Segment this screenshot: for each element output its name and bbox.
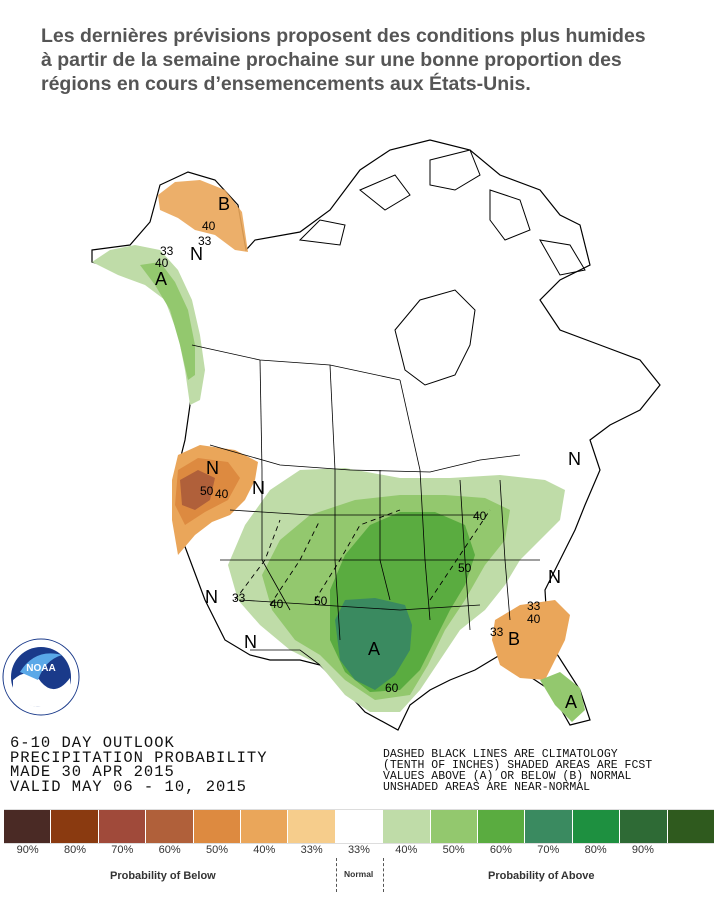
- zone-label: 50: [200, 484, 214, 498]
- normal-divider: [383, 858, 384, 892]
- legend-colorbar: [4, 809, 715, 844]
- legend-swatch-label: 40%: [395, 844, 418, 856]
- legend-swatch-label: 50%: [442, 844, 465, 856]
- category-letters: B N A N N N A N N B N A: [155, 194, 581, 712]
- note-line: DASHED BLACK LINES ARE CLIMATOLOGY: [383, 748, 618, 761]
- zone-label: 50: [314, 594, 328, 608]
- outlook-line: MADE 30 APR 2015: [10, 763, 175, 781]
- legend-swatch-label: 90%: [16, 844, 39, 856]
- noaa-logo: NOAA: [2, 638, 80, 716]
- zone-label: 50: [458, 561, 472, 575]
- legend-swatch-label: 70%: [537, 844, 560, 856]
- zone-label: 40: [202, 219, 216, 233]
- headline-line: Les dernières prévisions proposent des c…: [41, 25, 646, 47]
- legend-swatch-label: 60%: [489, 844, 512, 856]
- legend-swatch: [241, 810, 289, 843]
- category-letter: N: [190, 244, 203, 264]
- above-zone-alaska: [92, 245, 205, 405]
- legend-swatch: [667, 810, 715, 843]
- zone-label: 33: [527, 599, 541, 613]
- legend-swatch: [572, 810, 621, 843]
- zone-label: 40: [527, 612, 541, 626]
- legend-swatch: [98, 810, 147, 843]
- legend-swatch-label: 60%: [158, 844, 181, 856]
- above-zone-alaska-inner: [140, 262, 195, 380]
- outlook-line: VALID MAY 06 - 10, 2015: [10, 777, 247, 796]
- above-zone-florida: [540, 672, 585, 722]
- below-zone-southeast: [492, 600, 570, 680]
- legend-swatch-label: 33%: [300, 844, 323, 856]
- category-letter: N: [568, 449, 581, 469]
- legend-swatch-label: 70%: [111, 844, 134, 856]
- headline-line: régions en cours d’ensemencements aux Ét…: [41, 73, 531, 95]
- outlook-line: 6-10 DAY OUTLOOK: [10, 734, 175, 752]
- zone-label: 40: [270, 597, 284, 611]
- category-letter: A: [155, 269, 167, 289]
- above-zone-conus-70: [335, 598, 412, 690]
- zone-label: 33: [490, 625, 504, 639]
- legend-swatch: [430, 810, 479, 843]
- legend-swatch: [335, 810, 384, 843]
- below-zone-west-core: [180, 470, 215, 510]
- arctic-islands: [298, 149, 586, 276]
- category-letter: B: [508, 629, 520, 649]
- zone-label: 40: [473, 509, 487, 523]
- zone-label: 33: [198, 234, 212, 248]
- headline: Les dernières prévisions proposent des c…: [41, 24, 706, 96]
- below-zone-alaska: [158, 180, 248, 252]
- zone-label: 33: [160, 244, 174, 258]
- category-letter: N: [548, 567, 561, 587]
- legend-swatch: [193, 810, 242, 843]
- category-letter: N: [252, 478, 265, 498]
- legend-swatch-label: 40%: [253, 844, 276, 856]
- zone-label: 40: [155, 256, 169, 270]
- political-boundaries: [191, 344, 540, 666]
- category-letter: N: [244, 632, 257, 652]
- legend-swatch-label: 80%: [584, 844, 607, 856]
- category-letter: N: [206, 458, 219, 478]
- category-letter: B: [218, 194, 230, 214]
- category-letter: A: [565, 692, 577, 712]
- legend-swatch-label: [667, 844, 714, 856]
- zone-label: 60: [385, 681, 399, 695]
- legend-below-caption: Probability of Below: [110, 870, 216, 882]
- legend-swatch-label: 33%: [347, 844, 370, 856]
- headline-line: à partir de la semaine prochaine sur une…: [41, 49, 622, 71]
- climatology-lines: [234, 509, 491, 606]
- legend-swatch: [478, 810, 526, 843]
- precipitation-outlook-map: 40 33 33 40 50 40 33 40 50 40 50 60 33 4…: [2, 139, 661, 731]
- legend-swatch-label: 80%: [63, 844, 86, 856]
- normal-divider: [336, 858, 337, 892]
- note-line: (TENTH OF INCHES) SHADED AREAS ARE FCST: [383, 759, 653, 772]
- outlook-info: 6-10 DAY OUTLOOK PRECIPITATION PROBABILI…: [10, 736, 268, 794]
- zone-label: 33: [232, 591, 246, 605]
- noaa-logo-text: NOAA: [26, 663, 55, 674]
- legend-swatch-label: 90%: [631, 844, 654, 856]
- hudson-bay: [394, 289, 476, 386]
- legend-swatch: [4, 810, 52, 843]
- legend-swatch: [383, 810, 431, 843]
- note-line: VALUES ABOVE (A) OR BELOW (B) NORMAL: [383, 770, 632, 783]
- legend-swatch: [51, 810, 99, 843]
- zone-labels: 40 33 33 40 50 40 33 40 50 40 50 60 33 4…: [155, 219, 541, 695]
- legend-labels: 90% 80% 70% 60% 50% 40% 33% 33% 40% 50% 60% 70% 80% 9…: [4, 844, 714, 856]
- category-letter: A: [368, 639, 380, 659]
- category-letter: N: [205, 587, 218, 607]
- legend-normal-caption: Normal: [344, 869, 374, 879]
- legend-swatch: [146, 810, 194, 843]
- map-notes: DASHED BLACK LINES ARE CLIMATOLOGY (TENT…: [383, 748, 653, 794]
- noaa-bird-icon: [20, 653, 62, 680]
- legend-swatch: [525, 810, 573, 843]
- note-line: UNSHADED AREAS ARE NEAR-NORMAL: [383, 781, 591, 794]
- zone-label: 40: [215, 487, 229, 501]
- legend-above-caption: Probability of Above: [488, 870, 595, 882]
- legend-swatch-label: 50%: [205, 844, 228, 856]
- legend-swatch: [288, 810, 336, 843]
- outlook-line: PRECIPITATION PROBABILITY: [10, 748, 268, 767]
- legend-swatch: [620, 810, 668, 843]
